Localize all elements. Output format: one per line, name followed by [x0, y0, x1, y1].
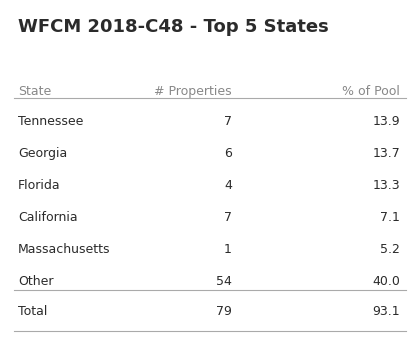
Text: 13.3: 13.3 [373, 179, 400, 192]
Text: 13.7: 13.7 [372, 147, 400, 160]
Text: WFCM 2018-C48 - Top 5 States: WFCM 2018-C48 - Top 5 States [18, 18, 329, 36]
Text: 5.2: 5.2 [380, 243, 400, 256]
Text: Florida: Florida [18, 179, 60, 192]
Text: 1: 1 [224, 243, 232, 256]
Text: 7: 7 [224, 211, 232, 224]
Text: 54: 54 [216, 275, 232, 288]
Text: % of Pool: % of Pool [342, 85, 400, 98]
Text: Total: Total [18, 305, 47, 318]
Text: 6: 6 [224, 147, 232, 160]
Text: Georgia: Georgia [18, 147, 67, 160]
Text: 4: 4 [224, 179, 232, 192]
Text: 7.1: 7.1 [380, 211, 400, 224]
Text: 13.9: 13.9 [373, 115, 400, 128]
Text: Tennessee: Tennessee [18, 115, 84, 128]
Text: 93.1: 93.1 [373, 305, 400, 318]
Text: Massachusetts: Massachusetts [18, 243, 110, 256]
Text: 79: 79 [216, 305, 232, 318]
Text: Other: Other [18, 275, 53, 288]
Text: State: State [18, 85, 51, 98]
Text: 7: 7 [224, 115, 232, 128]
Text: California: California [18, 211, 78, 224]
Text: 40.0: 40.0 [372, 275, 400, 288]
Text: # Properties: # Properties [155, 85, 232, 98]
